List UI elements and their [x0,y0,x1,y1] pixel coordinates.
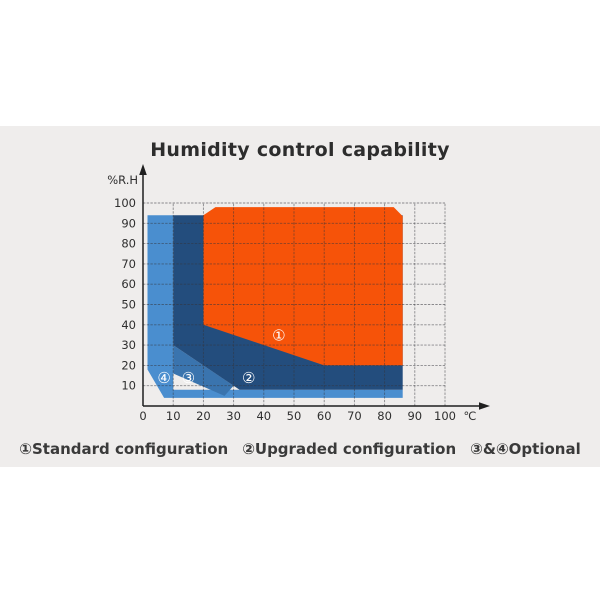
legend-item-upgraded: ② Upgraded configuration [242,440,456,458]
legend-symbol-1: ① [19,440,32,458]
y-tick-label-30: 30 [121,338,136,352]
y-tick-label-70: 70 [121,257,136,271]
legend-symbol-2: ② [242,440,255,458]
y-tick-label-40: 40 [121,318,136,332]
y-axis-title: %R.H [107,173,138,187]
x-tick-label-20: 20 [196,409,211,423]
legend-item-optional: ③&④ Optional [470,440,581,458]
region-marker-3: ③ [182,369,195,387]
y-tick-label-20: 20 [121,358,136,372]
region-standard-configuration [203,207,403,366]
x-tick-label-80: 80 [377,409,392,423]
y-axis-arrow-icon [139,164,147,175]
y-tick-label-90: 90 [121,216,136,230]
x-tick-label-100: 100 [434,409,456,423]
legend-symbol-3-4: ③&④ [470,440,509,458]
x-tick-label-0: 0 [139,409,146,423]
chart-legend: ① Standard configuration ② Upgraded config… [0,440,600,458]
x-axis-title: ℃ [464,409,477,423]
x-axis-arrow-icon [479,402,490,410]
legend-label-standard: Standard configuration [31,440,229,458]
x-tick-label-90: 90 [407,409,422,423]
x-tick-label-30: 30 [226,409,241,423]
x-tick-label-60: 60 [317,409,332,423]
legend-item-standard: ① Standard configuration [19,440,228,458]
x-tick-label-10: 10 [166,409,181,423]
region-marker-4: ④ [157,369,170,387]
x-tick-label-70: 70 [347,409,362,423]
x-tick-label-40: 40 [256,409,271,423]
y-tick-label-100: 100 [114,196,136,210]
y-tick-label-10: 10 [121,379,136,393]
region-marker-1: ① [272,326,285,344]
y-tick-label-60: 60 [121,277,136,291]
y-tick-label-80: 80 [121,237,136,251]
region-marker-2: ② [242,369,255,387]
y-tick-label-50: 50 [121,298,136,312]
chart-title: Humidity control capability [150,139,450,161]
legend-label-optional: Optional [508,440,581,458]
x-tick-label-50: 50 [287,409,302,423]
legend-label-upgraded: Upgraded configuration [254,440,457,458]
